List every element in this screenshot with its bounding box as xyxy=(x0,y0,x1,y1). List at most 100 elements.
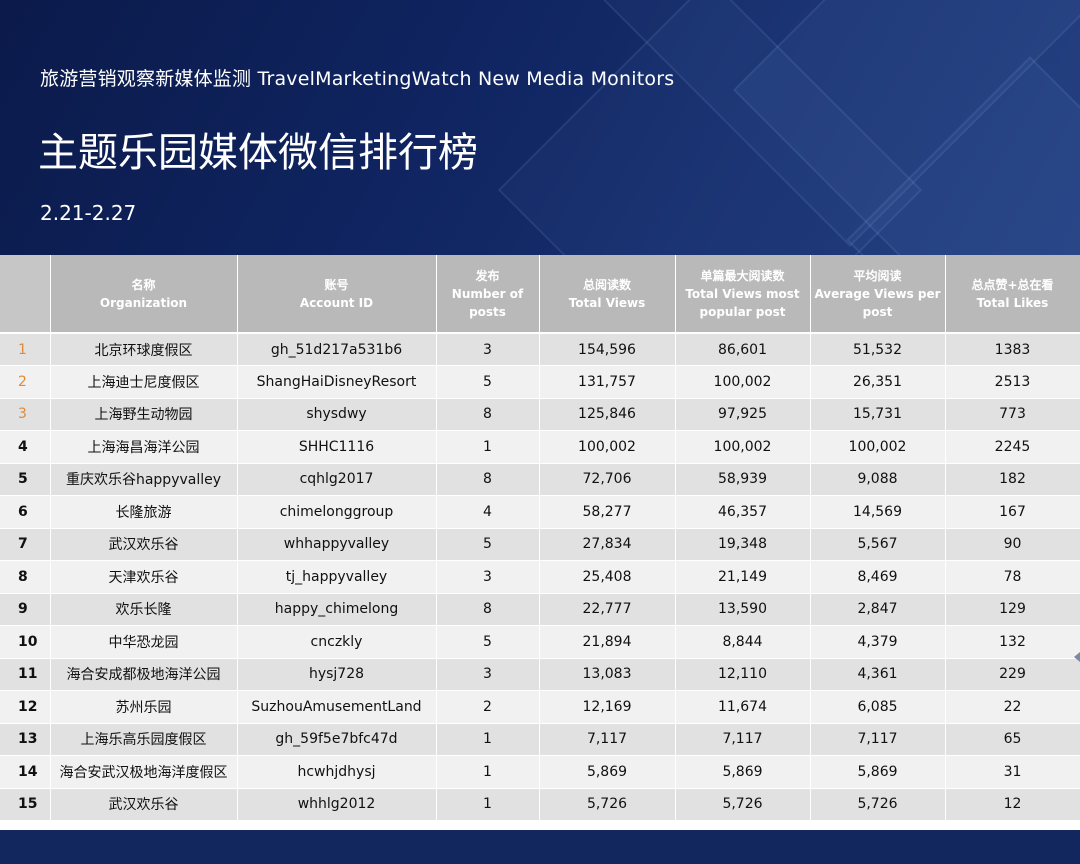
max-views-cell: 11,674 xyxy=(675,690,811,724)
likes-cell: 12 xyxy=(945,788,1080,821)
column-header: 名称 Organization xyxy=(50,255,238,334)
column-header-en: Number of posts xyxy=(451,286,524,319)
total-views-cell: 131,757 xyxy=(539,365,676,399)
total-views-cell: 25,408 xyxy=(539,560,676,594)
posts-cell: 1 xyxy=(436,755,540,789)
column-header-cn: 平均阅读 xyxy=(853,268,902,283)
rank-cell: 9 xyxy=(0,593,51,626)
organization-cell: 欢乐长隆 xyxy=(50,593,238,626)
account-id-cell: ShangHaiDisneyResort xyxy=(237,365,437,399)
organization-cell: 武汉欢乐谷 xyxy=(50,788,238,821)
avg-views-cell: 4,361 xyxy=(810,658,946,691)
column-header-en: Average Views per post xyxy=(814,286,941,319)
avg-views-cell: 5,567 xyxy=(810,528,946,561)
organization-cell: 天津欢乐谷 xyxy=(50,560,238,594)
column-header-en: Organization xyxy=(99,295,188,310)
likes-cell: 31 xyxy=(945,755,1080,789)
column-header-cn: 单篇最大阅读数 xyxy=(700,268,785,283)
likes-cell: 1383 xyxy=(945,333,1080,366)
triangle-marker-icon xyxy=(1074,652,1080,662)
likes-cell: 129 xyxy=(945,593,1080,626)
column-header: 平均阅读 Average Views per post xyxy=(810,255,946,334)
total-views-cell: 22,777 xyxy=(539,593,676,626)
avg-views-cell: 2,847 xyxy=(810,593,946,626)
likes-cell: 2513 xyxy=(945,365,1080,399)
posts-cell: 4 xyxy=(436,495,540,529)
avg-views-cell: 8,469 xyxy=(810,560,946,594)
table-row: 5 重庆欢乐谷happyvalley cqhlg2017 8 72,706 58,939 9… xyxy=(0,463,1080,496)
account-id-cell: whhlg2012 xyxy=(237,788,437,821)
date-range: 2.21-2.27 xyxy=(40,201,137,225)
total-views-cell: 154,596 xyxy=(539,333,676,366)
max-views-cell: 12,110 xyxy=(675,658,811,691)
table-row: 10 中华恐龙园 cnczkly 5 21,894 8,844 4,379 132 xyxy=(0,625,1080,659)
table-row: 8 天津欢乐谷 tj_happyvalley 3 25,408 21,149 8,469 78 xyxy=(0,560,1080,594)
table-row: 13 上海乐高乐园度假区 gh_59f5e7bfc47d 1 7,117 7,117 7,1… xyxy=(0,723,1080,756)
rank-cell: 6 xyxy=(0,495,51,529)
posts-cell: 1 xyxy=(436,430,540,464)
table-row: 9 欢乐长隆 happy_chimelong 8 22,777 13,590 2,847 12… xyxy=(0,593,1080,626)
total-views-cell: 58,277 xyxy=(539,495,676,529)
organization-cell: 上海迪士尼度假区 xyxy=(50,365,238,399)
total-views-cell: 5,726 xyxy=(539,788,676,821)
likes-cell: 182 xyxy=(945,463,1080,496)
likes-cell: 167 xyxy=(945,495,1080,529)
avg-views-cell: 100,002 xyxy=(810,430,946,464)
max-views-cell: 100,002 xyxy=(675,365,811,399)
total-views-cell: 27,834 xyxy=(539,528,676,561)
table-row: 15 武汉欢乐谷 whhlg2012 1 5,726 5,726 5,726 12 xyxy=(0,788,1080,821)
column-header-en: Account ID xyxy=(299,295,374,310)
rank-cell: 3 xyxy=(0,398,51,431)
rank-cell: 15 xyxy=(0,788,51,821)
total-views-cell: 21,894 xyxy=(539,625,676,659)
max-views-cell: 97,925 xyxy=(675,398,811,431)
posts-cell: 5 xyxy=(436,625,540,659)
organization-cell: 上海海昌海洋公园 xyxy=(50,430,238,464)
rank-cell: 14 xyxy=(0,755,51,789)
organization-cell: 武汉欢乐谷 xyxy=(50,528,238,561)
likes-cell: 229 xyxy=(945,658,1080,691)
max-views-cell: 13,590 xyxy=(675,593,811,626)
account-id-cell: chimelonggroup xyxy=(237,495,437,529)
max-views-cell: 8,844 xyxy=(675,625,811,659)
posts-cell: 8 xyxy=(436,463,540,496)
likes-cell: 90 xyxy=(945,528,1080,561)
column-header: 总点赞+总在看 Total Likes xyxy=(945,255,1080,334)
likes-cell: 65 xyxy=(945,723,1080,756)
organization-cell: 北京环球度假区 xyxy=(50,333,238,366)
posts-cell: 8 xyxy=(436,398,540,431)
table-row: 3 上海野生动物园 shysdwy 8 125,846 97,925 15,731 773 xyxy=(0,398,1080,431)
rank-cell: 4 xyxy=(0,430,51,464)
avg-views-cell: 6,085 xyxy=(810,690,946,724)
footer-bar xyxy=(0,830,1080,864)
avg-views-cell: 51,532 xyxy=(810,333,946,366)
posts-cell: 2 xyxy=(436,690,540,724)
table-row: 7 武汉欢乐谷 whhappyvalley 5 27,834 19,348 5,567 90 xyxy=(0,528,1080,561)
table-row: 2 上海迪士尼度假区 ShangHaiDisneyResort 5 131,757 100… xyxy=(0,365,1080,399)
page-subtitle: 旅游营销观察新媒体监测 TravelMarketingWatch New Med… xyxy=(40,68,675,90)
total-views-cell: 12,169 xyxy=(539,690,676,724)
max-views-cell: 5,869 xyxy=(675,755,811,789)
column-header-en: Total Likes xyxy=(976,295,1049,310)
rank-cell: 1 xyxy=(0,333,51,366)
column-header: 发布 Number of posts xyxy=(436,255,540,334)
account-id-cell: whhappyvalley xyxy=(237,528,437,561)
posts-cell: 5 xyxy=(436,365,540,399)
max-views-cell: 21,149 xyxy=(675,560,811,594)
ranking-table-container: 名称 Organization 账号 Account ID 发布 Number of po… xyxy=(0,255,1080,821)
total-views-cell: 5,869 xyxy=(539,755,676,789)
max-views-cell: 5,726 xyxy=(675,788,811,821)
organization-cell: 长隆旅游 xyxy=(50,495,238,529)
column-header-cn: 总阅读数 xyxy=(582,277,631,292)
rank-cell: 2 xyxy=(0,365,51,399)
column-header: 总阅读数 Total Views xyxy=(539,255,676,334)
account-id-cell: gh_59f5e7bfc47d xyxy=(237,723,437,756)
rank-cell: 7 xyxy=(0,528,51,561)
rank-cell: 13 xyxy=(0,723,51,756)
posts-cell: 3 xyxy=(436,333,540,366)
table-row: 4 上海海昌海洋公园 SHHC1116 1 100,002 100,002 100,002 2… xyxy=(0,430,1080,464)
total-views-cell: 7,117 xyxy=(539,723,676,756)
max-views-cell: 7,117 xyxy=(675,723,811,756)
column-header-cn: 名称 xyxy=(131,277,156,292)
column-header: 单篇最大阅读数 Total Views most popular post xyxy=(675,255,811,334)
